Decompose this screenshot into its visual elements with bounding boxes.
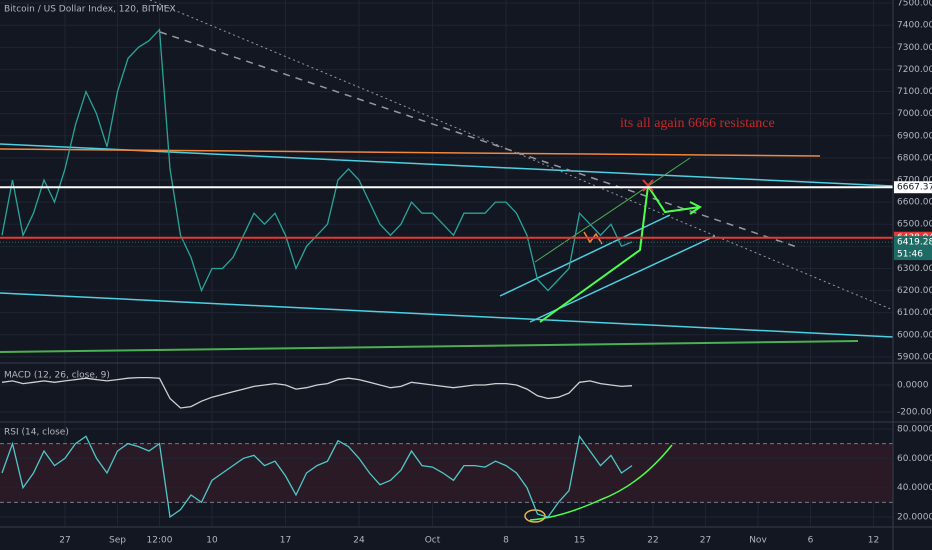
channel-line [534,157,691,263]
last-price-label: 6419.28 [897,238,932,248]
rsi-trend-arrow [529,444,673,521]
y-tick-label: 7100.00 [897,87,932,97]
x-tick-label: 6 [808,536,814,546]
x-tick-label: 8 [503,536,509,546]
price-tag [894,181,932,194]
y-tick-label: 6900.00 [897,131,932,141]
x-tick-label: Oct [425,536,441,546]
x-tick-label: 22 [647,536,658,546]
y-tick-label: 7400.00 [897,21,932,31]
y-tick-label: 7000.00 [897,109,932,119]
y-tick-label: 20.0000 [897,513,932,523]
last-price-tag [894,236,932,261]
annotation: its all again 6666 resistance [620,116,775,131]
y-tick-label: 6800.00 [897,153,932,163]
series-line [1,434,633,519]
y-tick-label: 7300.00 [897,43,932,53]
y-tick-label: -200.0000 [897,408,932,418]
trend-line [149,0,894,311]
y-tick-label: 40.0000 [897,483,932,493]
x-tick-label: 10 [206,536,218,546]
y-tick-label: 6700.00 [897,176,932,186]
series-line [1,28,633,293]
x-tick-label: 27 [700,536,711,546]
macd-title: MACD (12, 26, close, 9) [4,371,110,381]
price-tag-label: 6667.37 [897,183,932,193]
trend-line [0,340,859,353]
rsi-band [0,443,893,503]
y-tick-label: 6200.00 [897,286,932,296]
y-tick-label: 7500.00 [897,0,932,9]
y-tick-label: 7200.00 [897,65,932,75]
trend-line [0,292,894,338]
y-tick-label: 60.0000 [897,454,932,464]
series-line [1,376,633,409]
y-tick-label: 6100.00 [897,308,932,318]
drawings [0,0,894,523]
arrow-head [689,201,702,215]
y-tick-label: 6300.00 [897,264,932,274]
chart-title: Bitcoin / US Dollar Index, 120, BITMEX [4,5,176,15]
x-tick-label: Sep [109,536,126,546]
y-tick-label: 0.0000 [897,381,929,391]
y-tick-label: 5900.00 [897,352,932,362]
x-tick-label: 12:00 [147,536,173,546]
y-tick-label: 6500.00 [897,220,932,230]
marks [0,28,893,519]
grid [0,0,893,527]
x-tick-label: 12 [868,536,879,546]
y-tick-label: 6600.00 [897,198,932,208]
y-tick-label: 80.0000 [897,424,932,434]
x-tick-label: 24 [353,536,365,546]
channel-line [499,214,671,297]
target-mark [642,179,654,192]
rsi-title: RSI (14, close) [4,428,69,438]
x-tick-label: Nov [749,536,767,546]
x-tick-label: 17 [280,536,291,546]
countdown-label: 51:46 [897,250,923,260]
x-tick-label: 15 [574,536,585,546]
y-tick-label: 6000.00 [897,330,932,340]
x-tick-label: 27 [59,536,70,546]
trend-line [0,148,821,157]
